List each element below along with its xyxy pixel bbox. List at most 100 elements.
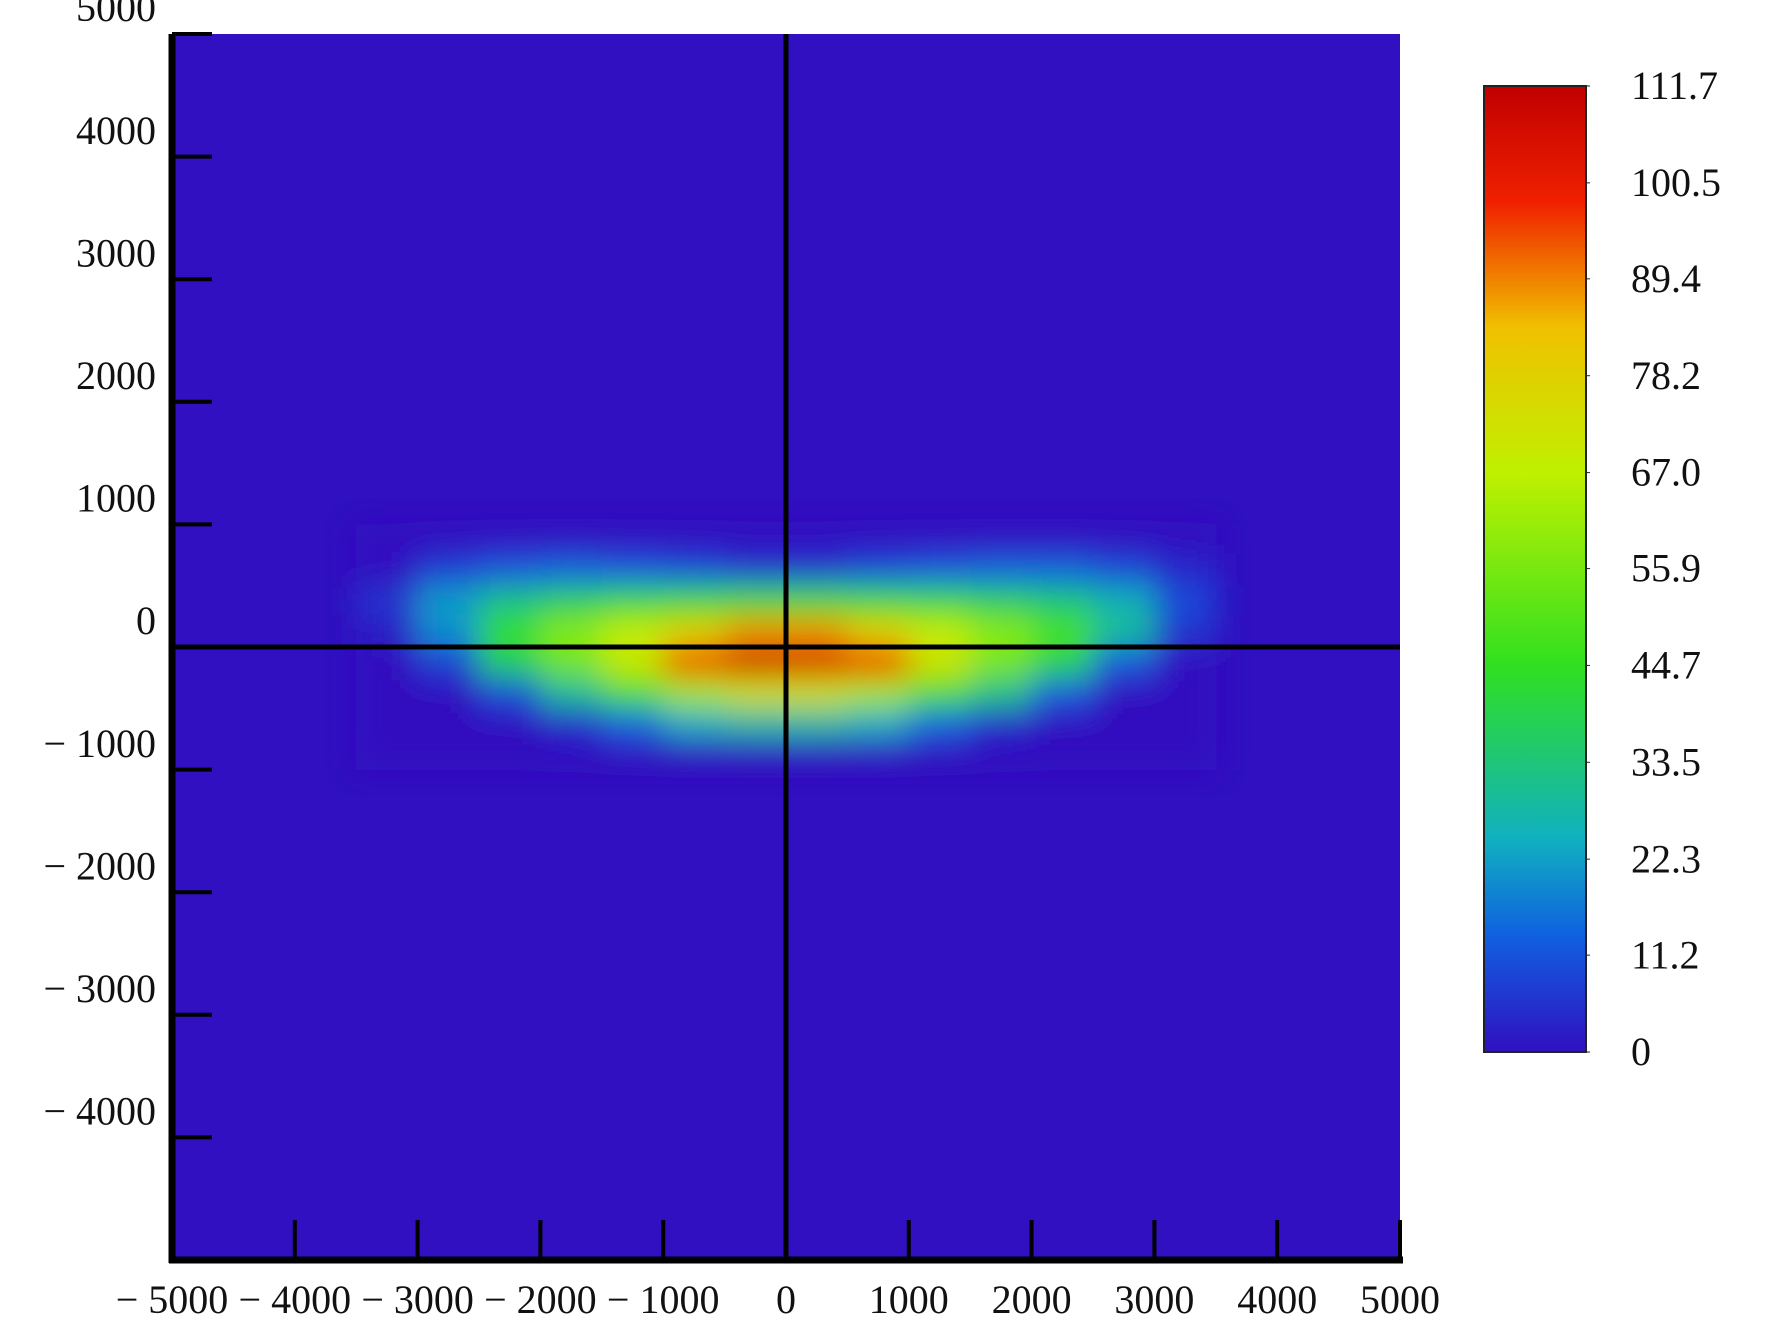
colorbar xyxy=(1483,85,1587,1053)
heatmap-cell xyxy=(1031,555,1094,587)
heatmap-cell xyxy=(601,585,664,617)
y-tick-label: 1000 xyxy=(76,476,156,521)
heatmap-cell xyxy=(356,555,419,587)
heatmap-cell xyxy=(1093,524,1155,556)
x-tick-label: 3000 xyxy=(1114,1277,1194,1322)
heatmap-cell xyxy=(1031,738,1094,771)
heatmap-cell xyxy=(847,524,910,556)
heatmap-cell xyxy=(479,585,541,617)
heatmap-cell xyxy=(417,555,480,587)
heatmap-cell xyxy=(1154,677,1217,709)
y-tick-label: − 4000 xyxy=(43,1089,156,1134)
heatmap-cell xyxy=(601,555,664,587)
heatmap-cell xyxy=(1093,647,1155,679)
colorbar-tick-label: 44.7 xyxy=(1631,643,1701,688)
heatmap-cell xyxy=(847,708,910,740)
x-tick-label: − 1000 xyxy=(607,1277,720,1322)
heatmap-cell xyxy=(356,677,419,709)
heatmap-cell xyxy=(540,647,603,679)
heatmap-cell xyxy=(724,708,787,740)
heatmap-cell xyxy=(540,524,603,556)
heatmap-cell xyxy=(1093,708,1155,740)
y-tick-label: − 3000 xyxy=(43,966,156,1011)
heatmap-cell xyxy=(724,647,787,679)
x-tick-label: − 4000 xyxy=(239,1277,352,1322)
heatmap-cell xyxy=(970,524,1033,556)
heatmap-cell xyxy=(786,708,848,740)
heatmap-cell xyxy=(847,616,910,648)
heatmap-cell xyxy=(601,738,664,771)
heatmap-cell xyxy=(663,738,726,771)
heatmap-cell xyxy=(540,555,603,587)
x-tick-label: 1000 xyxy=(869,1277,949,1322)
heatmap-cell xyxy=(417,616,480,648)
heatmap-cell xyxy=(356,738,419,771)
heatmap-cell xyxy=(970,708,1033,740)
heatmap-cell xyxy=(908,585,971,617)
heatmap-cell xyxy=(601,616,664,648)
heatmap-cell xyxy=(356,524,419,556)
y-tick-label: 2000 xyxy=(76,353,156,398)
heatmap-cell xyxy=(417,647,480,679)
y-tick-label: 0 xyxy=(136,598,156,643)
heatmap-cell xyxy=(479,738,541,771)
y-tick-label: − 2000 xyxy=(43,843,156,888)
colorbar-tick-label: 33.5 xyxy=(1631,739,1701,784)
y-tick-label: 4000 xyxy=(76,108,156,153)
heatmap-cell xyxy=(970,647,1033,679)
heatmap-cell xyxy=(724,555,787,587)
heatmap-cell xyxy=(1154,555,1217,587)
heatmap-cell xyxy=(601,647,664,679)
heatmap-cell xyxy=(479,708,541,740)
heatmap-cell xyxy=(970,738,1033,771)
heatmap-cell xyxy=(847,647,910,679)
heatmap-cell xyxy=(1154,616,1217,648)
y-tick-label: − 1000 xyxy=(43,721,156,766)
heatmap-cell xyxy=(663,616,726,648)
heatmap-cell xyxy=(417,738,480,771)
heatmap-cell xyxy=(356,616,419,648)
x-tick-label: 5000 xyxy=(1360,1277,1440,1322)
heatmap-cell xyxy=(540,677,603,709)
heatmap-cell xyxy=(1154,738,1217,771)
colorbar-tick-label: 11.2 xyxy=(1631,932,1700,977)
heatmap-cell xyxy=(1031,585,1094,617)
colorbar-tick-label: 55.9 xyxy=(1631,546,1701,591)
heatmap-cell xyxy=(908,677,971,709)
heatmap-cell xyxy=(417,708,480,740)
heatmap-cell xyxy=(970,677,1033,709)
heatmap-cells xyxy=(356,524,1217,771)
heatmap-cell xyxy=(724,677,787,709)
heatmap-cell xyxy=(540,708,603,740)
heatmap-cell xyxy=(786,677,848,709)
heatmap-cell xyxy=(663,585,726,617)
x-tick-label: − 5000 xyxy=(116,1277,229,1322)
heatmap-cell xyxy=(1031,524,1094,556)
colorbar-tick-label: 78.2 xyxy=(1631,353,1701,398)
heatmap-cell xyxy=(417,585,480,617)
heatmap-cell xyxy=(786,585,848,617)
heatmap-cell xyxy=(1154,647,1217,679)
y-tick-label: 3000 xyxy=(76,230,156,275)
heatmap-cell xyxy=(970,616,1033,648)
heatmap-cell xyxy=(908,616,971,648)
heatmap-cell xyxy=(663,708,726,740)
heatmap-cell xyxy=(724,524,787,556)
heatmap-cell xyxy=(1093,585,1155,617)
x-tick-label: 0 xyxy=(776,1277,796,1322)
heatmap-cell xyxy=(663,677,726,709)
heatmap-cell xyxy=(1031,647,1094,679)
y-tick-label: 5000 xyxy=(76,0,156,30)
heatmap-cell xyxy=(786,616,848,648)
heatmap-cell xyxy=(663,555,726,587)
heatmap-cell xyxy=(786,647,848,679)
colorbar-tick-label: 100.5 xyxy=(1631,160,1721,205)
heatmap-cell xyxy=(908,738,971,771)
heatmap-cell xyxy=(663,524,726,556)
heatmap-cell xyxy=(1031,616,1094,648)
heatmap-cell xyxy=(847,585,910,617)
heatmap-cell xyxy=(1031,677,1094,709)
heatmap-cell xyxy=(601,677,664,709)
